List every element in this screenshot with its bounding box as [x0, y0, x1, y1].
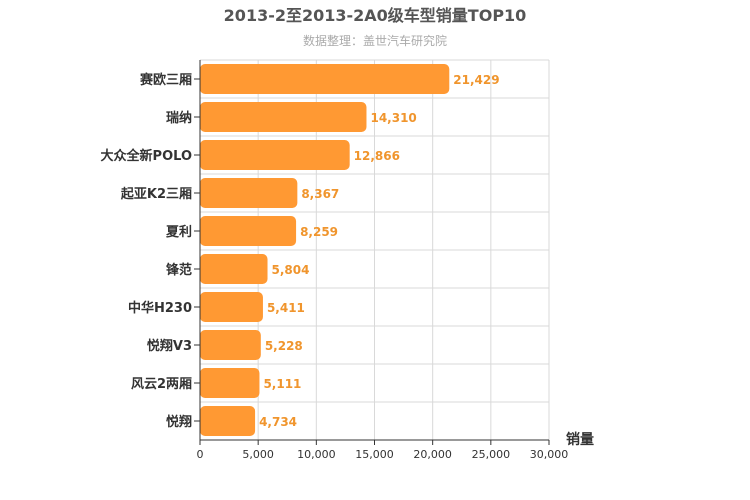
chart-title: 2013-2至2013-2A0级车型销量TOP10: [224, 6, 527, 25]
chart-subtitle: 数据整理：盖世汽车研究院: [303, 33, 447, 48]
category-label-4: 夏利: [165, 224, 192, 240]
bar-4: [200, 216, 297, 246]
bar-1: [200, 102, 367, 132]
category-label-5: 锋范: [166, 262, 192, 278]
x-tick-label-5: 25,000: [472, 448, 511, 461]
category-label-7: 悦翔V3: [147, 338, 192, 354]
value-label-6: 5,411: [267, 301, 305, 315]
bar-3: [200, 178, 298, 208]
value-label-8: 5,111: [263, 377, 301, 391]
bars-group: 21,429 14,310 12,866 8,367 8,259 5,804 5,411 5,…: [200, 64, 500, 436]
x-tick-label-6: 30,000: [530, 448, 569, 461]
bar-0: [200, 64, 450, 94]
category-label-1: 瑞纳: [166, 110, 192, 126]
bar-5: [200, 254, 268, 284]
bar-7: [200, 330, 261, 360]
bar-2: [200, 140, 350, 170]
x-axis: 0 5,000 10,000 15,000 20,000 25,000 30,000: [197, 439, 569, 461]
category-label-9: 悦翔: [166, 414, 192, 430]
x-axis-title: 销量: [566, 431, 594, 448]
category-label-3: 起亚K2三厢: [120, 186, 192, 202]
x-tick-label-0: 0: [197, 448, 204, 461]
x-tick-label-4: 20,000: [413, 448, 452, 461]
value-label-3: 8,367: [301, 187, 339, 201]
x-tick-label-2: 10,000: [297, 448, 336, 461]
category-label-8: 风云2两厢: [131, 377, 192, 392]
x-tick-label-3: 15,000: [355, 448, 394, 461]
category-label-0: 赛欧三厢: [139, 72, 192, 88]
category-label-2: 大众全新POLO: [101, 148, 192, 164]
x-tick-label-1: 5,000: [242, 448, 274, 461]
value-label-0: 21,429: [453, 73, 499, 87]
category-label-6: 中华H230: [128, 300, 192, 316]
value-label-5: 5,804: [272, 263, 310, 277]
bar-8: [200, 368, 260, 398]
value-label-2: 12,866: [354, 149, 400, 163]
bar-9: [200, 406, 256, 436]
value-label-4: 8,259: [300, 225, 338, 239]
value-label-9: 4,734: [259, 415, 297, 429]
bar-6: [200, 292, 263, 322]
value-label-7: 5,228: [265, 339, 303, 353]
value-label-1: 14,310: [370, 111, 416, 125]
